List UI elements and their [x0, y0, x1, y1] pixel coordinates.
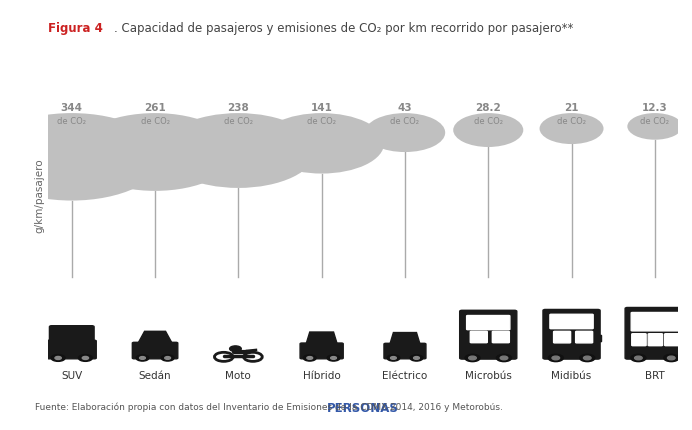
Text: de CO₂: de CO₂: [307, 117, 336, 126]
Circle shape: [82, 356, 89, 359]
FancyBboxPatch shape: [597, 336, 601, 342]
FancyBboxPatch shape: [576, 332, 592, 343]
FancyBboxPatch shape: [550, 314, 593, 329]
Text: 21: 21: [564, 102, 579, 112]
Text: Híbrido: Híbrido: [303, 370, 340, 380]
Circle shape: [387, 355, 400, 361]
Text: 40: 40: [479, 382, 498, 395]
FancyBboxPatch shape: [132, 343, 178, 359]
Text: 141: 141: [311, 102, 333, 112]
FancyBboxPatch shape: [471, 332, 487, 343]
FancyBboxPatch shape: [492, 332, 509, 343]
Ellipse shape: [453, 114, 523, 147]
Text: 261: 261: [144, 102, 166, 112]
Ellipse shape: [161, 114, 316, 188]
Circle shape: [410, 355, 423, 361]
Ellipse shape: [0, 114, 162, 201]
Circle shape: [496, 354, 511, 362]
Polygon shape: [390, 333, 420, 345]
Circle shape: [165, 357, 170, 359]
Circle shape: [468, 356, 476, 360]
FancyBboxPatch shape: [632, 334, 646, 346]
Ellipse shape: [365, 114, 445, 153]
Circle shape: [55, 356, 62, 359]
Circle shape: [51, 355, 65, 362]
Text: 12.3: 12.3: [642, 102, 668, 112]
Polygon shape: [138, 332, 173, 344]
Text: SUV: SUV: [61, 370, 82, 380]
Circle shape: [583, 356, 591, 360]
Text: 1: 1: [234, 382, 243, 395]
Text: 1: 1: [150, 382, 160, 395]
Circle shape: [664, 354, 679, 362]
FancyBboxPatch shape: [49, 326, 94, 344]
Text: Figura 4: Figura 4: [48, 22, 103, 34]
FancyBboxPatch shape: [631, 313, 678, 331]
Text: Fuente: Elaboración propia con datos del Inventario de Emisiones de la CDMX-2014: Fuente: Elaboración propia con datos del…: [35, 402, 502, 411]
Text: de CO₂: de CO₂: [224, 117, 253, 126]
Text: 238: 238: [228, 102, 249, 112]
Circle shape: [414, 357, 419, 359]
Ellipse shape: [75, 114, 235, 191]
Text: de CO₂: de CO₂: [557, 117, 586, 126]
Ellipse shape: [628, 114, 682, 140]
Text: g/km/pasajero: g/km/pasajero: [35, 158, 45, 233]
Text: de CO₂: de CO₂: [390, 117, 419, 126]
FancyBboxPatch shape: [459, 310, 517, 359]
Circle shape: [230, 346, 242, 352]
Text: 28.2: 28.2: [475, 102, 501, 112]
Circle shape: [136, 355, 149, 361]
Circle shape: [631, 354, 646, 362]
FancyBboxPatch shape: [625, 308, 684, 359]
FancyBboxPatch shape: [648, 334, 662, 346]
Text: BRT: BRT: [645, 370, 665, 380]
FancyBboxPatch shape: [554, 332, 571, 343]
Text: 160: 160: [641, 382, 668, 395]
Ellipse shape: [260, 114, 384, 174]
Text: PERSONAS: PERSONAS: [327, 401, 399, 414]
Text: Sedán: Sedán: [139, 370, 172, 380]
FancyBboxPatch shape: [47, 341, 96, 359]
Text: de CO₂: de CO₂: [474, 117, 503, 126]
Circle shape: [635, 356, 642, 360]
FancyBboxPatch shape: [682, 336, 687, 344]
Circle shape: [307, 357, 313, 359]
Text: Microbús: Microbús: [465, 370, 511, 380]
Circle shape: [327, 355, 340, 361]
Text: de CO₂: de CO₂: [57, 117, 86, 126]
Ellipse shape: [540, 114, 603, 145]
Text: Moto: Moto: [226, 370, 251, 380]
FancyBboxPatch shape: [543, 310, 600, 359]
Circle shape: [500, 356, 508, 360]
Text: . Capacidad de pasajeros y emisiones de CO₂ por km recorrido por pasajero**: . Capacidad de pasajeros y emisiones de …: [114, 22, 574, 34]
Text: de CO₂: de CO₂: [640, 117, 669, 126]
Circle shape: [303, 355, 316, 361]
Text: 1: 1: [317, 382, 326, 395]
Circle shape: [78, 355, 93, 362]
Circle shape: [668, 356, 675, 360]
Text: 1: 1: [401, 382, 410, 395]
FancyBboxPatch shape: [466, 316, 510, 330]
Circle shape: [552, 356, 560, 360]
Circle shape: [331, 357, 336, 359]
Circle shape: [548, 354, 563, 362]
Text: 80: 80: [563, 382, 581, 395]
Text: Eléctrico: Eléctrico: [382, 370, 428, 380]
Text: 43: 43: [398, 102, 412, 112]
Text: de CO₂: de CO₂: [140, 117, 170, 126]
Circle shape: [465, 354, 480, 362]
Circle shape: [390, 357, 397, 359]
Circle shape: [580, 354, 595, 362]
Text: Midibús: Midibús: [552, 370, 592, 380]
Text: 1: 1: [67, 382, 76, 395]
FancyBboxPatch shape: [664, 334, 679, 346]
FancyBboxPatch shape: [30, 379, 692, 397]
Circle shape: [161, 355, 174, 361]
Text: 344: 344: [61, 102, 83, 112]
Polygon shape: [306, 332, 338, 345]
Circle shape: [140, 357, 145, 359]
FancyBboxPatch shape: [300, 343, 343, 359]
FancyBboxPatch shape: [384, 344, 426, 359]
